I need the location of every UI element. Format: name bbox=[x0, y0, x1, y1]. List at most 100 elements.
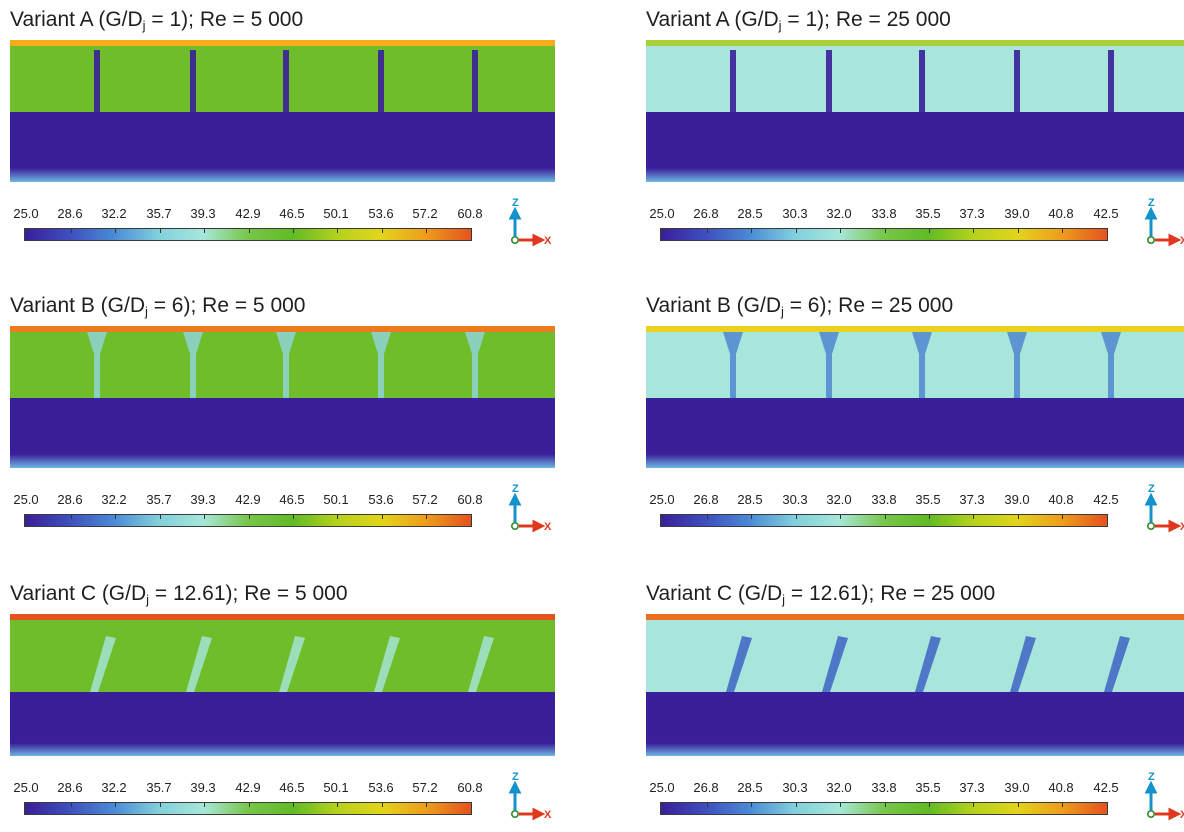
colorbar-tick-mark bbox=[471, 229, 472, 233]
colorbar-tick-label: 39.3 bbox=[190, 206, 216, 221]
colorbar-tick-label: 32.0 bbox=[826, 206, 852, 221]
colorbar-tick-mark bbox=[293, 803, 294, 807]
colorbar-tick-label: 25.0 bbox=[13, 780, 39, 795]
colorbar-tick-mark bbox=[71, 803, 72, 807]
jet-2 bbox=[186, 636, 212, 692]
jet-3 bbox=[919, 50, 925, 112]
x-axis-arrow bbox=[1155, 519, 1182, 533]
colorbar-tick-mark bbox=[1018, 515, 1019, 519]
colorbar-tick-mark bbox=[663, 229, 664, 233]
colorbar-tick-label: 40.8 bbox=[1048, 780, 1074, 795]
colorbar-tick-labels: 25.0 26.8 28.5 30.3 32.0 33.8 35.5 37.3 39.0 40.8… bbox=[646, 492, 1146, 510]
colorbar-tick-label: 33.8 bbox=[871, 206, 897, 221]
jet-4 bbox=[1010, 636, 1036, 692]
jet-3 bbox=[915, 636, 941, 692]
colorbar-tick-label: 60.8 bbox=[457, 206, 483, 221]
colorbar-tick-label: 57.2 bbox=[412, 780, 438, 795]
colorbar-tick-mark bbox=[885, 229, 886, 233]
jet-3 bbox=[279, 636, 305, 692]
title-suffix: = 12.61); Re = 5 000 bbox=[149, 582, 348, 605]
colorbar-tick-label: 33.8 bbox=[871, 492, 897, 507]
title-subscript: j bbox=[778, 18, 782, 33]
colorbar bbox=[24, 802, 472, 815]
colorbar-tick-mark bbox=[973, 515, 974, 519]
title-subscript: j bbox=[146, 592, 150, 607]
colorbar-tick-label: 57.2 bbox=[412, 206, 438, 221]
title-subscript: j bbox=[144, 304, 148, 319]
colorbar-tick-label: 32.0 bbox=[826, 492, 852, 507]
origin-marker bbox=[511, 235, 520, 244]
title-suffix: = 1); Re = 25 000 bbox=[781, 8, 951, 31]
colorbar-tick-mark bbox=[1062, 229, 1063, 233]
colorbar-tick-mark bbox=[751, 803, 752, 807]
colorbar-tick-label: 28.5 bbox=[737, 780, 763, 795]
colorbar-tick-label: 37.3 bbox=[959, 206, 985, 221]
origin-marker bbox=[1147, 809, 1156, 818]
colorbar-tick-label: 28.6 bbox=[57, 206, 83, 221]
panel-title: Variant B (G/Dj = 6); Re = 5 000 bbox=[10, 294, 305, 318]
x-axis-arrow bbox=[519, 519, 546, 533]
channel-region bbox=[10, 46, 555, 112]
jet-3 bbox=[276, 332, 296, 398]
colorbar-tick-label: 53.6 bbox=[368, 206, 394, 221]
colorbar-tick-label: 33.8 bbox=[871, 780, 897, 795]
colorbar-tick-mark bbox=[885, 515, 886, 519]
colorbar-tick-mark bbox=[426, 803, 427, 807]
colorbar-tick-label: 25.0 bbox=[13, 206, 39, 221]
colorbar-tick-label: 46.5 bbox=[279, 780, 305, 795]
title-suffix: = 1); Re = 5 000 bbox=[145, 8, 304, 31]
colorbar-tick-label: 35.7 bbox=[146, 492, 172, 507]
plate-region bbox=[10, 692, 555, 756]
colorbar-tick-mark bbox=[115, 803, 116, 807]
colorbar-tick-mark bbox=[337, 229, 338, 233]
colorbar-tick-mark bbox=[840, 803, 841, 807]
jet-1 bbox=[726, 636, 752, 692]
z-axis-arrow bbox=[1144, 492, 1158, 522]
heated-wall bbox=[10, 614, 555, 620]
temperature-field bbox=[10, 40, 555, 182]
x-axis-arrow bbox=[519, 807, 546, 821]
colorbar-tick-mark bbox=[382, 229, 383, 233]
colorbar-tick-mark bbox=[426, 229, 427, 233]
colorbar-tick-label: 42.5 bbox=[1093, 492, 1119, 507]
colorbar-tick-label: 50.1 bbox=[323, 206, 349, 221]
colorbar-tick-mark bbox=[27, 515, 28, 519]
jet-5 bbox=[1104, 636, 1130, 692]
jet-4 bbox=[1007, 332, 1027, 398]
colorbar-tick-label: 39.0 bbox=[1004, 780, 1030, 795]
jet-5 bbox=[468, 636, 494, 692]
colorbar bbox=[24, 228, 472, 241]
colorbar-tick-label: 30.3 bbox=[782, 206, 808, 221]
jet-2 bbox=[190, 50, 196, 112]
colorbar-tick-mark bbox=[249, 515, 250, 519]
colorbar-tick-label: 28.5 bbox=[737, 492, 763, 507]
axis-triad: ZX bbox=[508, 483, 552, 533]
plate-region bbox=[646, 398, 1184, 468]
jet-2 bbox=[183, 332, 203, 398]
colorbar-tick-mark bbox=[707, 229, 708, 233]
colorbar-tick-label: 25.0 bbox=[13, 492, 39, 507]
colorbar-tick-mark bbox=[115, 515, 116, 519]
colorbar-tick-mark bbox=[751, 229, 752, 233]
title-suffix: = 12.61); Re = 25 000 bbox=[785, 582, 996, 605]
colorbar-tick-mark bbox=[249, 229, 250, 233]
temperature-field bbox=[646, 40, 1184, 182]
panel-title: Variant C (G/Dj = 12.61); Re = 25 000 bbox=[646, 582, 995, 606]
x-axis-arrow bbox=[1155, 233, 1182, 247]
heated-wall bbox=[10, 40, 555, 46]
z-axis-label: Z bbox=[512, 197, 519, 209]
colorbar-tick-label: 28.6 bbox=[57, 492, 83, 507]
title-prefix: Variant B (G/D bbox=[10, 294, 145, 317]
colorbar-tick-label: 25.0 bbox=[649, 206, 675, 221]
jet-5 bbox=[465, 332, 485, 398]
jet-4 bbox=[374, 636, 400, 692]
colorbar-tick-mark bbox=[293, 229, 294, 233]
panel-B-25000: Variant B (G/Dj = 6); Re = 25 000 25.0 26.… bbox=[646, 294, 1184, 544]
colorbar-tick-label: 57.2 bbox=[412, 492, 438, 507]
colorbar-tick-mark bbox=[1107, 229, 1108, 233]
jet-5 bbox=[472, 50, 478, 112]
colorbar-tick-labels: 25.0 26.8 28.5 30.3 32.0 33.8 35.5 37.3 39.0 40.8… bbox=[646, 206, 1146, 224]
colorbar-tick-mark bbox=[796, 803, 797, 807]
colorbar-tick-mark bbox=[796, 515, 797, 519]
jet-2 bbox=[819, 332, 839, 398]
